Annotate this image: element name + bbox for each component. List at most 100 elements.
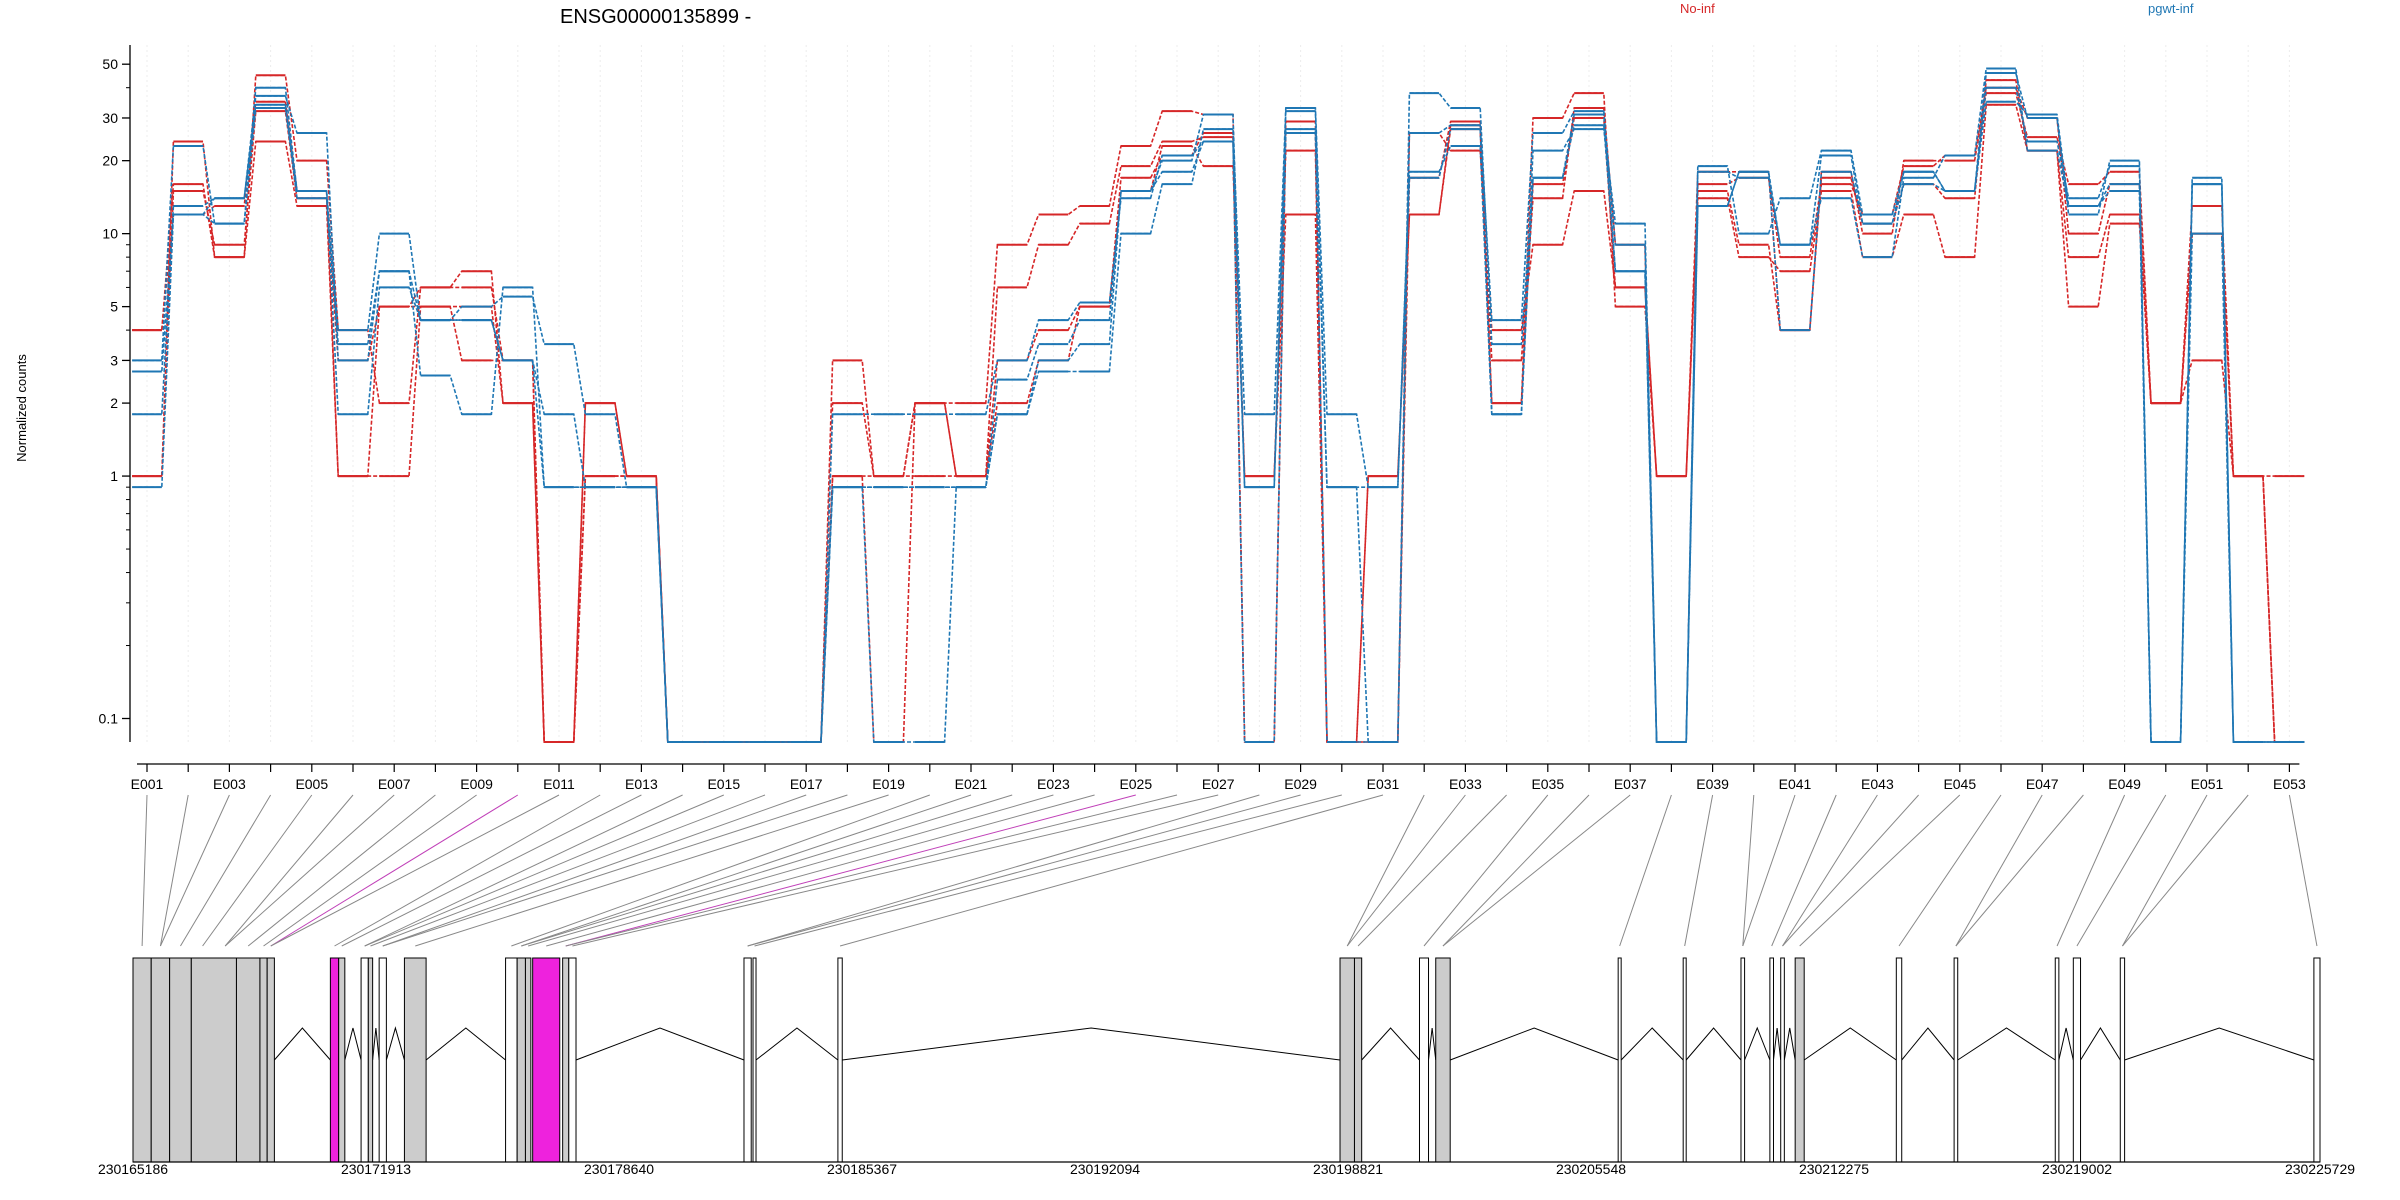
exon-box xyxy=(1682,957,1687,1163)
x-tick-label-e039: E039 xyxy=(1696,776,1729,792)
genomic-tick-label: 230198821 xyxy=(1313,1161,1383,1177)
x-tick-label-e031: E031 xyxy=(1367,776,1400,792)
connector-e043 xyxy=(1782,794,1878,947)
intron-line xyxy=(372,1027,380,1061)
intron-line xyxy=(1901,1027,1955,1061)
exon-box xyxy=(837,957,843,1163)
intron-line xyxy=(385,1026,405,1061)
genomic-tick-label: 230171913 xyxy=(341,1161,411,1177)
connector-e052 xyxy=(2122,794,2249,947)
x-tick-label-e007: E007 xyxy=(378,776,411,792)
exon-box xyxy=(1353,957,1363,1163)
connector-e007 xyxy=(224,794,395,947)
genomic-tick-label: 230165186 xyxy=(98,1161,168,1177)
connector-e039 xyxy=(1684,794,1714,947)
y-tick-label: 1 xyxy=(110,468,118,484)
connector-e027 xyxy=(572,794,1219,947)
x-tick-label-e033: E033 xyxy=(1449,776,1482,792)
x-tick-label-e013: E013 xyxy=(625,776,658,792)
connector-e037 xyxy=(1442,794,1631,947)
connector-e040 xyxy=(1742,794,1755,947)
connector-e009 xyxy=(263,794,477,947)
exon-box xyxy=(743,957,752,1163)
y-tick-label: 3 xyxy=(110,352,118,368)
x-tick-label-e023: E023 xyxy=(1037,776,1070,792)
connector-e029 xyxy=(747,794,1301,947)
genomic-tick-label: 230219002 xyxy=(2042,1161,2112,1177)
connector-e001 xyxy=(141,794,148,947)
exon-box xyxy=(1953,957,1959,1163)
connector-e003 xyxy=(159,794,230,947)
genomic-tick-label: 230192094 xyxy=(1070,1161,1140,1177)
connector-e044 xyxy=(1782,794,1919,947)
exon-box xyxy=(562,957,570,1163)
x-tick-label-e009: E009 xyxy=(460,776,493,792)
x-tick-label-e049: E049 xyxy=(2108,776,2141,792)
y-axis: 0.1 1 2 3 5 10 20 30 50 xyxy=(99,45,131,742)
connector-e012 xyxy=(334,794,601,947)
connector-e004 xyxy=(180,794,272,947)
exon-box xyxy=(338,957,346,1163)
series-line-no-inf-1 xyxy=(132,74,2305,743)
genomic-tick-label: 230205548 xyxy=(1556,1161,1626,1177)
gene-model xyxy=(132,957,2321,1163)
exon-box xyxy=(190,957,237,1163)
genomic-coordinate-axis: 230165186 230171913 230178640 230185367 2301… xyxy=(98,1161,2355,1177)
genomic-tick-label: 230212275 xyxy=(1799,1161,1869,1177)
intron-line xyxy=(842,1027,1341,1061)
connector-e049 xyxy=(2056,794,2126,947)
x-tick-label-e051: E051 xyxy=(2191,776,2224,792)
connector-e030 xyxy=(754,794,1342,947)
connector-e032 xyxy=(1346,794,1425,947)
x-tick-label-e043: E043 xyxy=(1861,776,1894,792)
exon-box xyxy=(259,957,268,1163)
connector-e019 xyxy=(415,794,889,947)
exon-box xyxy=(516,957,526,1163)
connector-e050 xyxy=(2076,794,2167,947)
legend-label-pgwt-inf: pgwt-inf xyxy=(2148,1,2194,16)
connector-e005 xyxy=(202,794,313,947)
connector-e002 xyxy=(159,794,189,947)
connector-e026 xyxy=(565,794,1178,947)
x-tick-label-e037: E037 xyxy=(1614,776,1647,792)
connector-e028 xyxy=(747,794,1260,947)
connector-e031 xyxy=(839,794,1384,947)
exon-box xyxy=(524,957,532,1163)
legend-label-no-inf: No-inf xyxy=(1680,1,1715,16)
exon-box xyxy=(505,957,518,1163)
connector-e036 xyxy=(1442,794,1590,947)
connector-e006 xyxy=(224,794,354,947)
exon-box xyxy=(367,957,374,1163)
y-tick-label: 50 xyxy=(102,56,118,72)
x-tick-label-e041: E041 xyxy=(1779,776,1812,792)
connector-e017 xyxy=(382,794,807,947)
connector-e025 xyxy=(565,794,1136,947)
y-tick-label: 0.1 xyxy=(99,711,119,727)
intron-line xyxy=(1783,1027,1796,1061)
exon-axis: E001 E003 E005 E007 E009 E011 E013 E015 E017 E019… xyxy=(131,763,2306,792)
connector-e047 xyxy=(1955,794,2043,947)
genomic-tick-label: 230225729 xyxy=(2285,1161,2355,1177)
connector-e015 xyxy=(364,794,724,947)
connector-e041 xyxy=(1742,794,1796,947)
series-lines xyxy=(132,67,2305,743)
x-tick-label-e035: E035 xyxy=(1531,776,1564,792)
connector-e051 xyxy=(2122,794,2208,947)
intron-line xyxy=(1361,1027,1420,1061)
exon-box xyxy=(169,957,192,1163)
connector-e023 xyxy=(528,794,1054,947)
intron-line xyxy=(1744,1026,1771,1061)
exon-box xyxy=(235,957,261,1163)
exon-box xyxy=(132,957,152,1163)
intron-line xyxy=(344,1027,362,1061)
genomic-tick-label: 230185367 xyxy=(827,1161,897,1177)
x-tick-label-e005: E005 xyxy=(295,776,328,792)
connector-e046 xyxy=(1898,794,2002,947)
intron-line xyxy=(1620,1027,1684,1061)
x-tick-label-e011: E011 xyxy=(543,776,575,792)
connector-e035 xyxy=(1423,794,1549,947)
exon-box xyxy=(532,957,561,1163)
exon-box xyxy=(2072,957,2082,1163)
connector-e018 xyxy=(382,794,848,947)
